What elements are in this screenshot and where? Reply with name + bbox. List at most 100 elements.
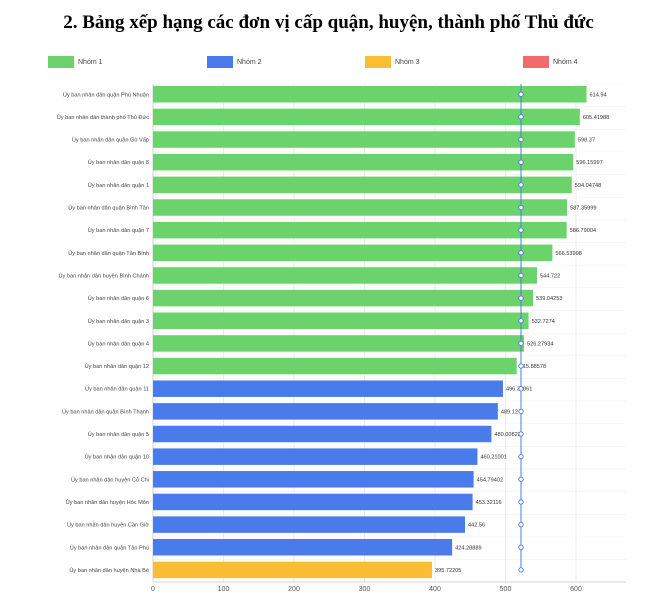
category-label: Ủy ban nhân dân quận Bình Tân xyxy=(68,205,149,212)
bar xyxy=(153,108,580,126)
category-label: Ủy ban nhân dân quận Gò Vấp xyxy=(72,137,149,144)
category-label: Ủy ban nhân dân huyện Hóc Môn xyxy=(66,499,149,506)
value-label: 539.04253 xyxy=(536,296,562,302)
value-label: 454.79402 xyxy=(477,477,503,483)
category-label: Ủy ban nhân dân quận Tân Bình xyxy=(68,250,149,257)
reference-marker xyxy=(518,227,524,233)
reference-marker xyxy=(518,544,524,550)
x-tick-label: 0 xyxy=(151,586,155,593)
value-label: 532.7274 xyxy=(532,319,555,325)
bar xyxy=(153,312,529,329)
bar xyxy=(153,199,568,216)
category-label: Ủy ban nhân dân quận 3 xyxy=(88,318,149,325)
category-label: Ủy ban nhân dân thành phố Thủ Đức xyxy=(57,114,149,121)
bar xyxy=(153,335,525,352)
legend-item-3[interactable]: Nhóm 3 xyxy=(365,55,420,69)
x-tick-label: 300 xyxy=(359,586,371,593)
bar xyxy=(153,221,567,239)
category-label: Ủy ban nhân dân quận 8 xyxy=(88,159,149,166)
category-label: Ủy ban nhân dân quận Phú Nhuận xyxy=(63,91,149,98)
category-label: Ủy ban nhân dân quận Bình Thạnh xyxy=(62,408,149,415)
bar xyxy=(153,176,572,194)
reference-marker xyxy=(518,159,524,165)
value-label: 489.12 xyxy=(501,409,518,415)
legend-item-1[interactable]: Nhóm 1 xyxy=(48,55,103,69)
legend-label: Nhóm 2 xyxy=(237,58,262,66)
bar xyxy=(153,86,587,103)
bar xyxy=(153,244,553,262)
category-label: Ủy ban nhân dân quận 10 xyxy=(85,454,149,461)
value-label: 614.94 xyxy=(590,92,607,98)
category-label: Ủy ban nhân dân quận 6 xyxy=(88,295,149,302)
legend-label: Nhóm 1 xyxy=(78,58,103,66)
bar xyxy=(153,425,492,443)
value-label: 442.56 xyxy=(468,523,485,529)
category-label: Ủy ban nhân dân quận Tân Phú xyxy=(70,544,149,551)
value-label: 598.37 xyxy=(578,138,595,144)
category-label: Ủy ban nhân dân quận 5 xyxy=(88,431,149,438)
category-label: Ủy ban nhân dân huyện Nhà Bè xyxy=(69,567,149,574)
reference-marker xyxy=(518,250,524,256)
value-label: 587.35999 xyxy=(570,206,596,212)
reference-marker xyxy=(518,363,524,369)
reference-marker xyxy=(518,340,524,347)
reference-marker xyxy=(518,114,524,120)
x-tick-label: 500 xyxy=(500,586,512,593)
value-label: 526.27934 xyxy=(527,341,553,347)
bar xyxy=(153,561,432,579)
reference-marker xyxy=(518,521,524,528)
bar xyxy=(153,289,534,307)
reference-marker xyxy=(518,499,524,505)
legend-item-4[interactable]: Nhóm 4 xyxy=(523,55,578,69)
value-label: 605.41988 xyxy=(583,115,609,121)
legend-item-2[interactable]: Nhóm 2 xyxy=(207,55,262,69)
legend-swatch xyxy=(523,56,549,68)
reference-marker xyxy=(518,295,524,301)
legend-swatch xyxy=(207,56,233,68)
category-label: Ủy ban nhân dân huyện Củ Chi xyxy=(71,476,149,483)
bar xyxy=(153,448,478,465)
value-label: 596.15997 xyxy=(576,160,602,166)
bar xyxy=(153,516,466,533)
chart-legend: Nhóm 1 Nhóm 2 Nhóm 3 Nhóm 4 xyxy=(0,55,657,69)
value-label: 480.00823 xyxy=(494,432,520,438)
page-title: 2. Bảng xếp hạng các đơn vị cấp quận, hu… xyxy=(63,12,594,33)
category-label: Ủy ban nhân dân quận 11 xyxy=(85,386,149,393)
category-label: Ủy ban nhân dân quận 4 xyxy=(88,340,149,347)
reference-marker xyxy=(518,204,524,211)
x-tick-label: 100 xyxy=(218,586,230,593)
x-tick-label: 600 xyxy=(570,586,582,593)
category-label: Ủy ban nhân dân quận 12 xyxy=(85,363,149,370)
value-label: 544.722 xyxy=(540,273,560,279)
x-tick-label: 200 xyxy=(288,586,300,593)
legend-label: Nhóm 3 xyxy=(395,58,420,66)
reference-marker xyxy=(518,182,524,188)
category-label: Ủy ban nhân dân huyện Cần Giờ xyxy=(67,522,149,529)
bar xyxy=(153,131,575,148)
value-label: 453.32116 xyxy=(476,500,502,506)
reference-marker xyxy=(518,386,524,392)
bar xyxy=(153,403,498,420)
reference-marker xyxy=(518,453,524,460)
value-label: 460.21001 xyxy=(480,455,506,461)
reference-marker xyxy=(518,408,524,414)
bar xyxy=(153,471,474,488)
category-label: Ủy ban nhân dân quận 1 xyxy=(88,182,149,189)
category-label: Ủy ban nhân dân quận 7 xyxy=(88,227,149,234)
reference-marker xyxy=(518,567,524,573)
bar xyxy=(153,539,453,556)
bar xyxy=(153,153,574,171)
bar xyxy=(153,493,473,511)
legend-label: Nhóm 4 xyxy=(553,58,578,66)
value-label: 424.28889 xyxy=(455,545,481,551)
reference-marker xyxy=(518,318,524,324)
legend-swatch xyxy=(48,56,74,68)
category-label: Ủy ban nhân dân huyện Bình Chánh xyxy=(58,272,149,279)
value-label: 515.88578 xyxy=(520,364,546,370)
reference-marker xyxy=(518,476,524,482)
bar xyxy=(153,380,503,397)
bar xyxy=(153,357,517,375)
value-label: 594.04748 xyxy=(575,183,601,189)
legend-swatch xyxy=(365,56,391,68)
